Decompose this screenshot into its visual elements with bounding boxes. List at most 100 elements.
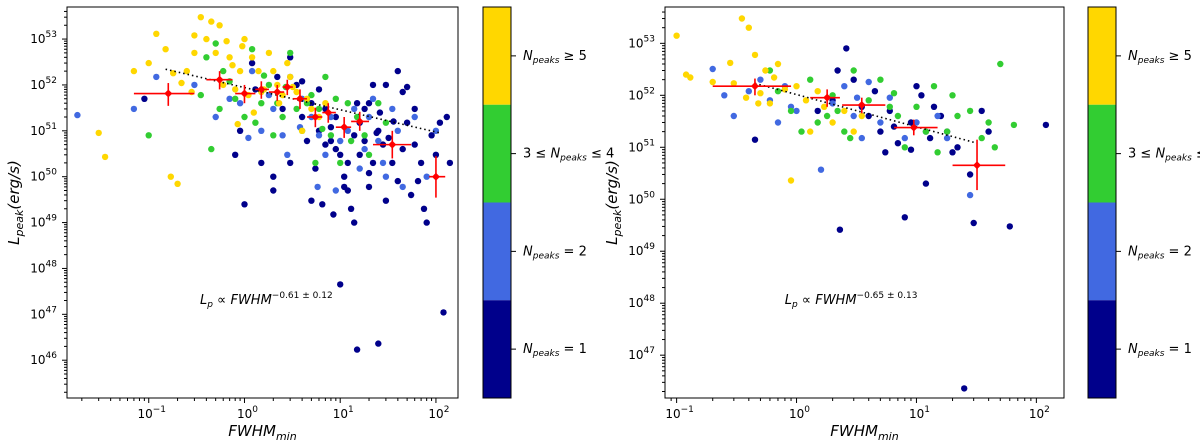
data-point [183,67,190,75]
binned-point [823,93,832,102]
data-point [970,219,977,227]
data-point [913,103,920,111]
data-point [322,73,329,81]
data-point [843,45,850,52]
data-point [347,137,355,145]
data-point [745,88,752,95]
data-point [191,81,198,89]
x-tick-label: 100 [789,405,810,421]
data-point [886,94,893,101]
data-point [353,346,361,353]
data-point [361,105,368,113]
binned-point [273,88,282,97]
data-point [312,159,319,167]
data-point [834,107,841,115]
data-point [755,100,762,107]
data-point [709,65,716,73]
data-point [197,14,204,21]
data-point [858,112,865,120]
data-point [270,173,277,180]
data-point [375,340,382,347]
colorbar-segment [483,300,511,398]
data-point [270,67,277,75]
data-point [369,95,377,103]
binned-point [283,83,292,92]
binned-point [295,94,304,103]
data-point [356,151,363,158]
data-point [319,125,326,133]
axis-ticks: 10−1 100 101 102 1047 1048 1049 1050 1051 1052 105… [628,11,1050,421]
data-point [141,95,148,103]
data-point [865,97,872,104]
data-point [389,159,396,167]
data-point [287,54,294,61]
binned-point [311,113,320,122]
data-point [730,80,737,87]
data-point [877,76,884,83]
x-tick-label: 10−1 [137,405,166,421]
binned-point [215,75,224,84]
data-point [407,191,415,199]
data-point [985,128,992,135]
data-point [375,100,382,107]
data-point [423,173,430,180]
data-point [203,35,210,43]
data-point [379,159,387,167]
data-point [793,83,800,90]
y-axis-label: Lpeak(erg/s) [5,160,26,245]
colorbar-segment [483,7,511,105]
data-point [829,100,836,107]
data-point [420,205,428,212]
data-point [901,214,908,221]
data-point [411,113,418,121]
data-point [907,146,915,153]
data-point [673,32,680,39]
data-point [270,105,277,113]
data-point [178,79,185,87]
data-point [762,67,769,74]
plot-frame [664,6,1065,399]
data-point [730,112,737,120]
colorbar-label: Npeaks = 1 [523,342,587,359]
y-tick-label: 1053 [628,34,655,50]
data-point [298,78,306,85]
data-point [858,134,865,142]
data-point [203,54,210,61]
data-point [913,119,920,126]
data-point [978,107,985,115]
colorbar-segment [1088,7,1116,105]
data-point [275,100,283,107]
data-point [443,113,450,121]
data-point [757,90,764,97]
colorbar-label: Npeaks = 2 [523,244,587,261]
data-point [220,67,227,75]
data-point [216,22,223,29]
data-point [798,128,805,135]
binned-point [257,85,266,94]
data-point [284,59,291,67]
binned-points [712,78,1006,191]
data-point [850,67,857,74]
data-point [389,105,396,113]
binned-point [750,82,759,91]
data-point [841,107,848,115]
y-axis-label: Lpeak(erg/s) [603,160,624,245]
data-point [890,90,898,97]
scatter-points [673,15,1050,392]
data-point [774,88,782,95]
data-point [934,112,941,120]
colorbar-label: Npeaks ≥ 5 [523,49,587,66]
data-point [322,151,329,158]
data-point [241,35,248,43]
data-point [382,197,390,204]
data-point [432,151,440,158]
data-point [223,38,230,45]
data-point [337,137,344,145]
binned-point [909,123,918,132]
colorbar-segment [1088,300,1116,398]
data-point [365,151,373,158]
data-point [274,81,281,89]
data-point [943,134,951,142]
data-point [351,219,358,226]
x-tick-label: 102 [428,405,449,421]
